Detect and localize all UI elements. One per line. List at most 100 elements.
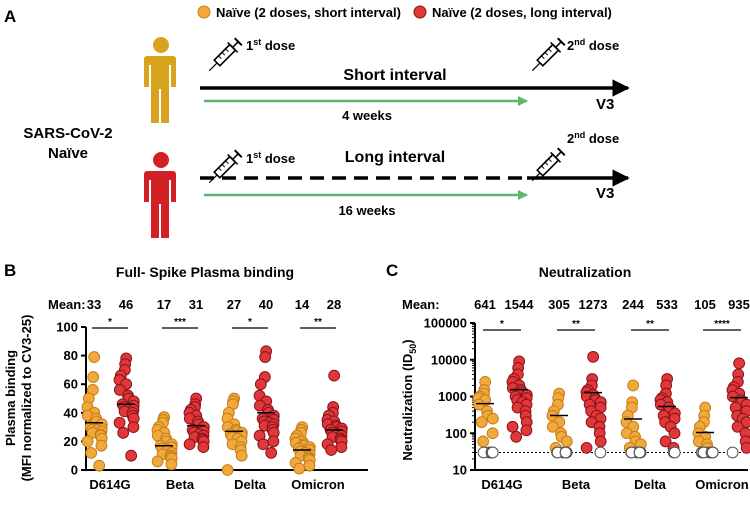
panel-c-title: Neutralization: [539, 264, 632, 280]
data-point: [117, 426, 130, 439]
data-point: [151, 455, 164, 468]
y-tick-label: 0: [71, 463, 78, 478]
mean-value-label: 244: [622, 297, 644, 312]
legend-long-marker: [413, 5, 427, 19]
x-category-label: D614G: [481, 477, 522, 492]
data-point: [183, 438, 196, 451]
mean-value-label: 27: [227, 297, 241, 312]
x-category-label: Omicron: [695, 477, 749, 492]
x-category-label: Beta: [562, 477, 591, 492]
mean-value-label: 17: [157, 297, 171, 312]
y-tick-label: 20: [64, 434, 78, 449]
x-category-label: Delta: [634, 477, 667, 492]
data-point: [303, 459, 316, 472]
syringe-icon: [203, 147, 245, 189]
data-point: [486, 412, 499, 425]
mean-value-label: 641: [474, 297, 496, 312]
y-tick-label: 60: [64, 377, 78, 392]
dose2-label-long: 2nd dose: [567, 130, 619, 146]
mean-value-label: 533: [656, 297, 678, 312]
data-point: [506, 420, 519, 433]
data-point: [733, 357, 746, 370]
significance-stars: *: [500, 319, 504, 330]
syringe-icon: [526, 35, 568, 77]
y-tick-label: 100: [445, 426, 467, 441]
data-point: [267, 435, 280, 448]
panel-c-plot: 10 100 1000 10000 100000 D614G 641 1544* Beta 305…: [424, 297, 750, 492]
data-point: [706, 446, 719, 459]
data-point: [546, 420, 559, 433]
data-point: [594, 435, 607, 448]
mean-value-label: 31: [189, 297, 203, 312]
legend: Naïve (2 doses, short interval) Naïve (2…: [197, 5, 612, 20]
y-tick-label: 40: [64, 405, 78, 420]
data-point: [740, 441, 750, 454]
data-point: [633, 446, 646, 459]
data-point: [594, 446, 607, 459]
data-point: [165, 458, 178, 471]
data-point: [731, 420, 744, 433]
data-point: [580, 441, 593, 454]
legend-short-label: Naïve (2 doses, short interval): [216, 5, 401, 20]
significance-stars: ****: [714, 319, 730, 330]
data-point: [668, 427, 681, 440]
data-point: [221, 464, 234, 476]
person-short-icon: [144, 37, 176, 123]
short-weeks-label: 4 weeks: [342, 108, 392, 123]
mean-value-label: 33: [87, 297, 101, 312]
data-point: [127, 421, 140, 434]
mean-value-label: 935: [728, 297, 750, 312]
person-long-icon: [144, 152, 176, 238]
data-point: [235, 449, 248, 462]
data-point: [81, 435, 94, 448]
significance-stars: *: [108, 317, 112, 328]
data-point: [85, 446, 98, 459]
y-tick-label: 10: [453, 463, 467, 478]
panel-a-letter: A: [4, 7, 16, 26]
data-point: [486, 446, 499, 459]
mean-value-label: 40: [259, 297, 273, 312]
mean-value-label: 1273: [579, 297, 608, 312]
data-point: [325, 444, 338, 456]
data-point: [113, 384, 126, 396]
dose1-label-short: 1st dose: [246, 37, 295, 53]
data-point: [259, 351, 272, 363]
legend-long-label: Naïve (2 doses, long interval): [432, 5, 612, 20]
syringe-icon: [203, 35, 245, 77]
dose1-label-long: 1st dose: [246, 150, 295, 166]
y-tick-label: 1000: [438, 389, 467, 404]
panel-b-ylabel-2: (MFI normalized to CV3-25): [19, 315, 34, 482]
data-point: [659, 435, 672, 448]
v3-label-long: V3: [596, 185, 614, 202]
dose2-label-short: 2nd dose: [567, 37, 619, 53]
long-timeline: 1st dose Long interval 16 weeks 2nd dose…: [200, 130, 630, 218]
data-point: [95, 439, 108, 452]
data-point: [265, 446, 278, 459]
panel-c-mean-label: Mean:: [402, 297, 440, 312]
y-tick-label: 10000: [431, 352, 467, 367]
short-timeline: 1st dose Short interval 4 weeks 2nd dose…: [200, 35, 630, 123]
significance-stars: *: [248, 317, 252, 328]
syringe-icon: [526, 145, 568, 187]
y-tick-label: 100000: [424, 316, 467, 331]
panel-c-letter: C: [386, 261, 398, 280]
significance-stars: **: [314, 317, 322, 328]
data-point: [93, 459, 106, 472]
data-point: [257, 438, 270, 451]
data-point: [477, 435, 490, 448]
data-point: [328, 369, 341, 382]
data-point: [560, 435, 573, 448]
panel-c-ylabel: Neutralization (ID50): [400, 339, 418, 460]
data-point: [510, 430, 523, 443]
panel-b-letter: B: [4, 261, 16, 280]
legend-short-marker: [197, 5, 211, 19]
mean-value-label: 14: [295, 297, 310, 312]
x-category-label: D614G: [89, 477, 130, 492]
data-point: [472, 398, 485, 411]
data-point: [113, 416, 126, 429]
x-category-label: Beta: [166, 477, 195, 492]
panel-b-title: Full- Spike Plasma binding: [116, 264, 294, 280]
mean-value-label: 28: [327, 297, 341, 312]
significance-stars: ***: [174, 317, 186, 328]
